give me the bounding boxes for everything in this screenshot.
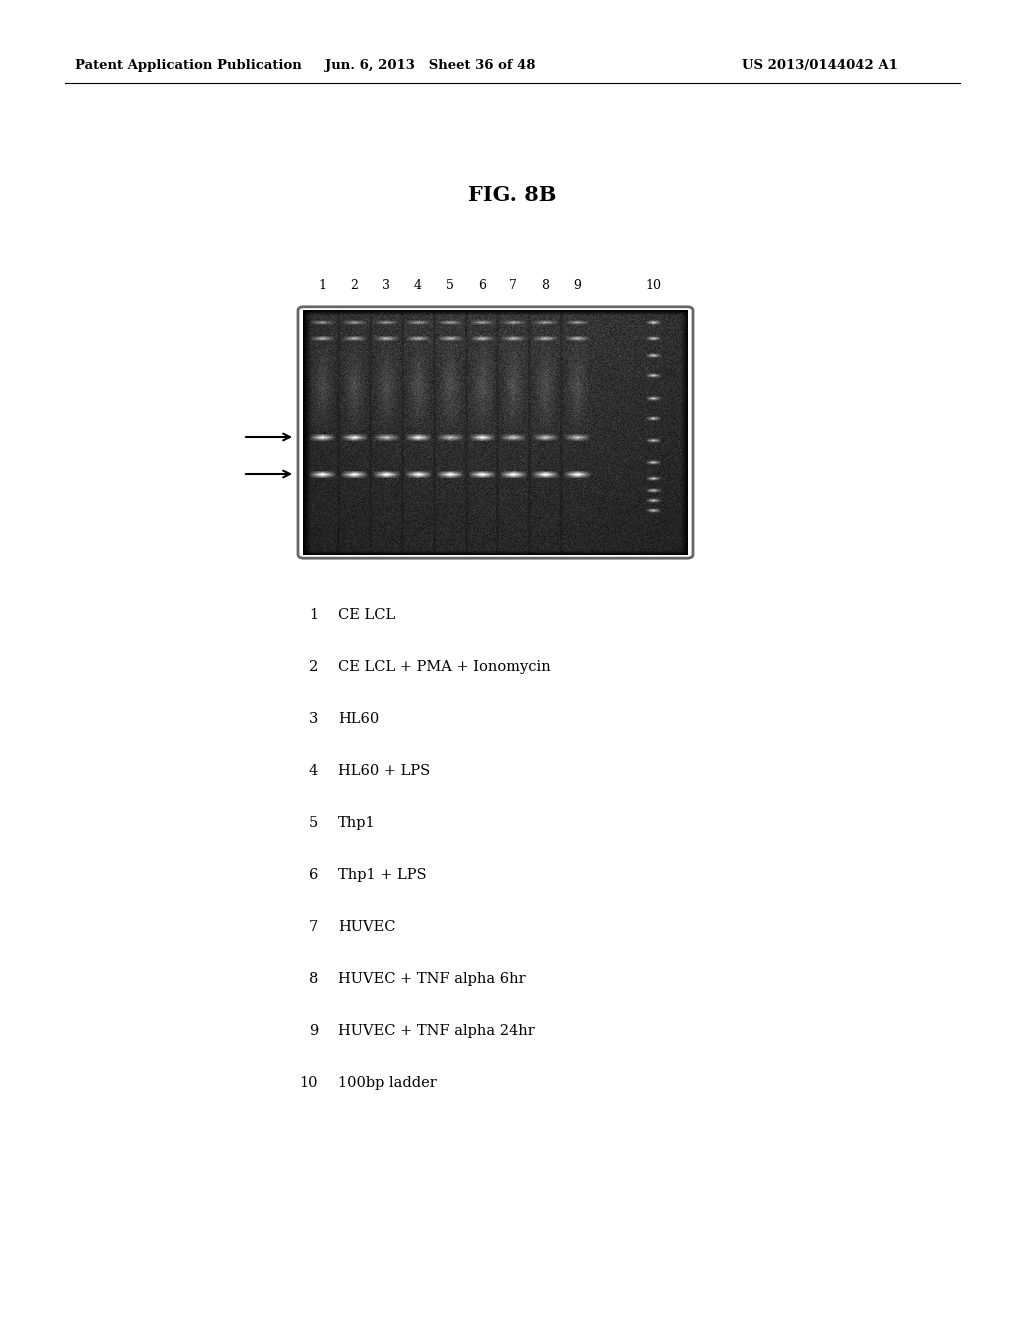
Text: Thp1: Thp1 bbox=[338, 816, 376, 830]
Text: US 2013/0144042 A1: US 2013/0144042 A1 bbox=[742, 58, 898, 71]
Text: 7: 7 bbox=[509, 279, 517, 292]
Text: 3: 3 bbox=[308, 711, 318, 726]
Text: 8: 8 bbox=[541, 279, 549, 292]
Text: CE LCL: CE LCL bbox=[338, 609, 395, 622]
Text: 1: 1 bbox=[318, 279, 326, 292]
Text: HL60 + LPS: HL60 + LPS bbox=[338, 764, 430, 777]
Text: 5: 5 bbox=[309, 816, 318, 830]
Text: 9: 9 bbox=[309, 1024, 318, 1038]
Text: 100bp ladder: 100bp ladder bbox=[338, 1076, 437, 1090]
Text: 1: 1 bbox=[309, 609, 318, 622]
Text: HUVEC + TNF alpha 6hr: HUVEC + TNF alpha 6hr bbox=[338, 972, 525, 986]
Text: 6: 6 bbox=[478, 279, 486, 292]
Text: Patent Application Publication: Patent Application Publication bbox=[75, 58, 302, 71]
Text: 2: 2 bbox=[309, 660, 318, 675]
Text: 10: 10 bbox=[299, 1076, 318, 1090]
Text: HUVEC + TNF alpha 24hr: HUVEC + TNF alpha 24hr bbox=[338, 1024, 535, 1038]
Text: CE LCL + PMA + Ionomycin: CE LCL + PMA + Ionomycin bbox=[338, 660, 551, 675]
Text: 9: 9 bbox=[573, 279, 581, 292]
Text: 6: 6 bbox=[308, 869, 318, 882]
Text: 3: 3 bbox=[382, 279, 390, 292]
Text: FIG. 8B: FIG. 8B bbox=[468, 185, 556, 205]
Text: 2: 2 bbox=[350, 279, 358, 292]
Text: Jun. 6, 2013   Sheet 36 of 48: Jun. 6, 2013 Sheet 36 of 48 bbox=[325, 58, 536, 71]
Text: HUVEC: HUVEC bbox=[338, 920, 395, 935]
Text: HL60: HL60 bbox=[338, 711, 379, 726]
Text: 10: 10 bbox=[645, 279, 662, 292]
Text: Thp1 + LPS: Thp1 + LPS bbox=[338, 869, 427, 882]
Text: 8: 8 bbox=[308, 972, 318, 986]
Text: 4: 4 bbox=[309, 764, 318, 777]
Text: 5: 5 bbox=[446, 279, 454, 292]
Text: 7: 7 bbox=[309, 920, 318, 935]
Text: 4: 4 bbox=[414, 279, 422, 292]
